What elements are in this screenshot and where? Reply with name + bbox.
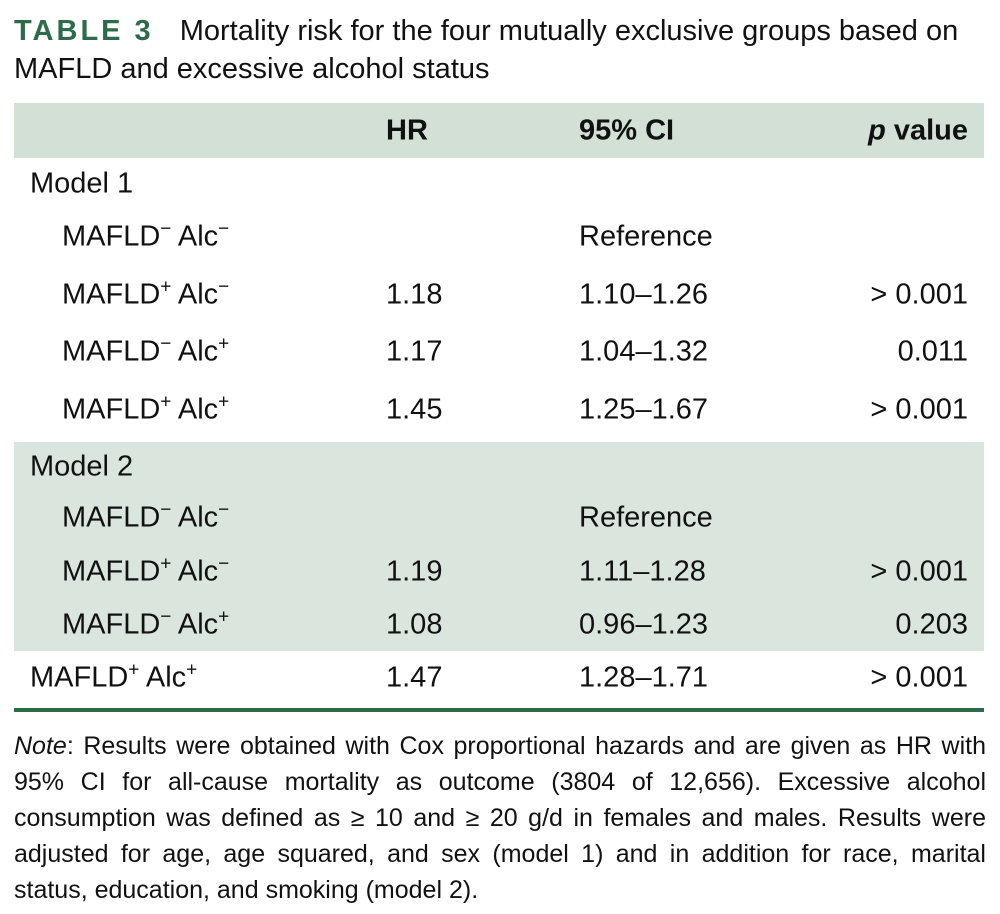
table-row: MAFLD+ Alc− 1.19 1.11–1.28 > 0.001 [14, 545, 984, 598]
ci-value: Reference [579, 220, 713, 253]
hr-value: 1.18 [386, 278, 443, 311]
header-p-rest: value [885, 114, 968, 146]
ci-value: 1.25–1.67 [579, 393, 709, 426]
table-row: MAFLD− Alc− Reference [14, 491, 984, 545]
p-value: 0.203 [895, 608, 968, 640]
hr-value: 1.45 [386, 393, 443, 426]
hr-value: 1.47 [386, 661, 443, 693]
group-label: MAFLD− Alc− [62, 499, 230, 534]
table-header-row: HR 95% CI p value [14, 103, 984, 158]
table-caption: TABLE 3 Mortality risk for the four mutua… [14, 12, 989, 88]
note-text: : Results were obtained with Cox proport… [14, 732, 986, 904]
header-ci: 95% CI [579, 114, 675, 146]
ci-value: 1.04–1.32 [579, 335, 709, 367]
header-p-value: p value [868, 114, 968, 147]
model-2-label: Model 2 [30, 450, 134, 482]
results-table: HR 95% CI p value Model 1 MAFLD− Alc− Re… [14, 103, 984, 704]
p-value: > 0.001 [870, 278, 968, 311]
p-value: > 0.001 [870, 661, 968, 693]
hr-value: 1.19 [386, 555, 443, 587]
group-label: MAFLD− Alc− [62, 218, 230, 253]
header-hr: HR [386, 114, 428, 146]
note-label: Note [14, 732, 67, 760]
hr-value: 1.08 [386, 608, 443, 640]
ci-value: 1.10–1.26 [579, 278, 709, 311]
table-row: MAFLD− Alc+ 1.17 1.04–1.32 0.011 [14, 325, 984, 378]
p-value: > 0.001 [870, 393, 968, 426]
table-row: MAFLD+ Alc− 1.18 1.10–1.26 > 0.001 [14, 265, 984, 325]
model-1-label-row: Model 1 [14, 158, 984, 209]
ci-value: 1.11–1.28 [579, 555, 706, 587]
p-value: > 0.001 [870, 555, 968, 587]
group-label: MAFLD+ Alc+ [62, 391, 230, 426]
group-label: MAFLD+ Alc− [62, 276, 230, 311]
group-label: MAFLD+ Alc+ [30, 659, 198, 693]
ci-value: 0.96–1.23 [579, 608, 709, 640]
table-title: Mortality risk for the four mutually exc… [14, 15, 959, 85]
group-label: MAFLD− Alc+ [62, 606, 230, 640]
model-2-label-row: Model 2 [14, 442, 984, 491]
table-row: MAFLD− Alc− Reference [14, 209, 984, 265]
p-value: 0.011 [897, 335, 968, 367]
table-note: Note: Results were obtained with Cox pro… [14, 728, 986, 908]
table-label: TABLE 3 [14, 15, 154, 47]
hr-value: 1.17 [386, 335, 443, 367]
ci-value: 1.28–1.71 [579, 661, 709, 693]
table-row: MAFLD− Alc+ 1.08 0.96–1.23 0.203 [14, 598, 984, 651]
table-row: MAFLD+ Alc+ 1.45 1.25–1.67 > 0.001 [14, 378, 984, 442]
ci-value: Reference [579, 501, 713, 534]
header-p-italic: p [868, 114, 886, 146]
table-bottom-rule [14, 708, 984, 712]
group-label: MAFLD− Alc+ [62, 333, 230, 367]
table-row: MAFLD+ Alc+ 1.47 1.28–1.71 > 0.001 [14, 651, 984, 704]
group-label: MAFLD+ Alc− [62, 553, 230, 587]
model-1-label: Model 1 [30, 167, 134, 199]
